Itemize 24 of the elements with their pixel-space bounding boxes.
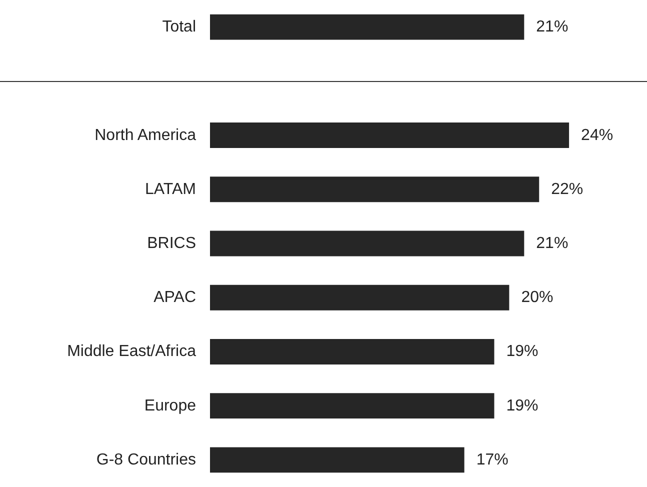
data-label: 20%: [521, 289, 554, 306]
data-label: 24%: [581, 126, 614, 144]
bar: [210, 122, 570, 148]
y-tick-label: Middle East/Africa: [67, 343, 196, 360]
y-tick-label: BRICS: [147, 235, 196, 252]
y-tick-label: Total: [162, 18, 196, 36]
bar: [210, 176, 540, 202]
data-label: 21%: [536, 235, 568, 252]
data-label: 22%: [551, 180, 584, 198]
bar: [210, 230, 524, 256]
bar: [210, 339, 494, 364]
data-label: 19%: [506, 397, 538, 414]
bar: [210, 284, 510, 310]
y-tick-label: LATAM: [145, 180, 196, 198]
y-tick-label: G-8 Countries: [96, 451, 196, 468]
bar: [210, 393, 494, 419]
bar: [210, 14, 524, 40]
data-label: 17%: [476, 451, 508, 468]
data-label: 21%: [536, 18, 568, 36]
y-tick-label: APAC: [154, 289, 196, 306]
data-label: 19%: [506, 343, 538, 360]
y-tick-label: North America: [94, 126, 196, 144]
y-tick-label: Europe: [144, 397, 196, 414]
bar: [210, 447, 464, 473]
